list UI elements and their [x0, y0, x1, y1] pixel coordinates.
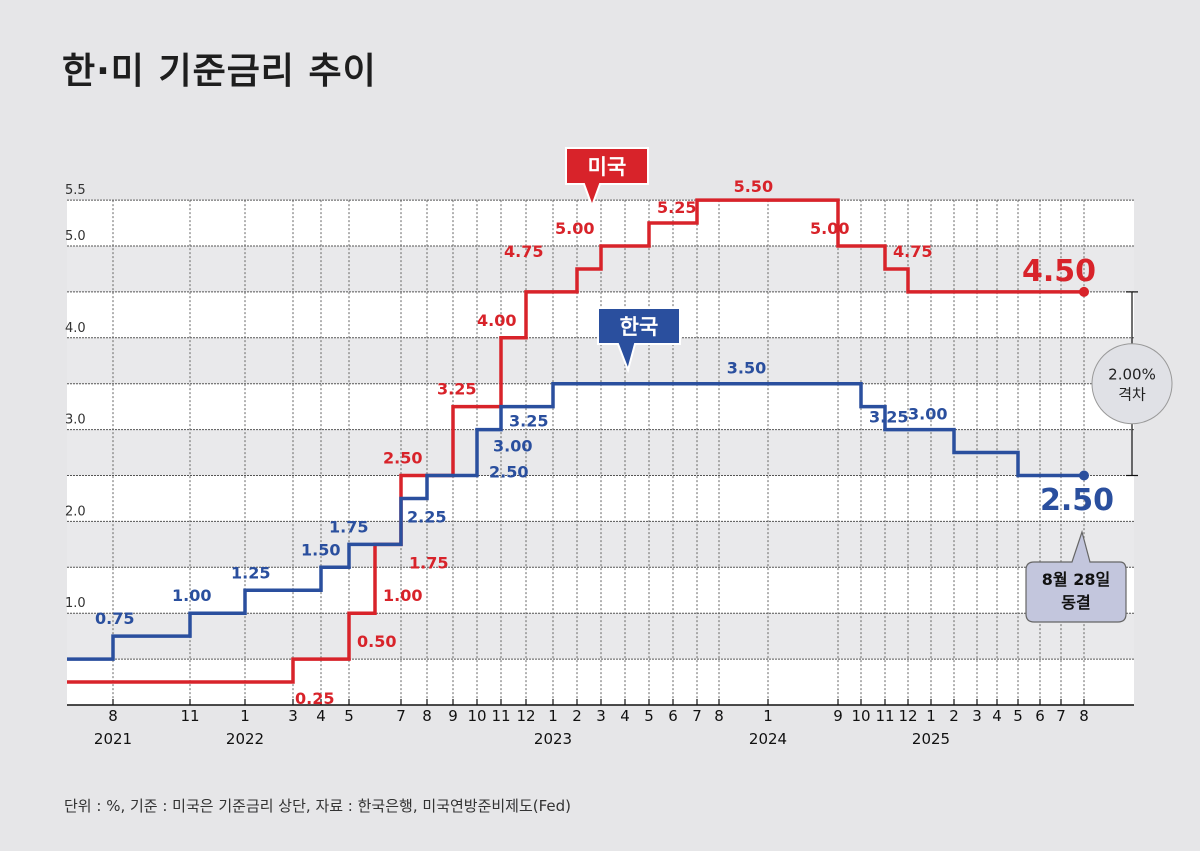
grid-band	[67, 475, 1134, 522]
kr-data-label: 1.25	[231, 563, 270, 582]
x-tick-label: 6	[1035, 707, 1045, 725]
us-data-label: 2.50	[383, 449, 422, 468]
us-rate-line	[67, 198, 1084, 684]
footnote: 단위 : %, 기준 : 미국은 기준금리 상단, 자료 : 한국은행, 미국연…	[64, 797, 572, 815]
kr-data-label: 3.00	[908, 405, 947, 424]
gap-circle	[1091, 343, 1173, 425]
x-tick-label: 1	[240, 707, 250, 725]
x-tick-label: 11	[491, 707, 510, 725]
us-tag-bubble	[565, 147, 649, 209]
gap-value: 2.00%	[1108, 366, 1156, 384]
x-tick-label: 7	[1056, 707, 1066, 725]
kr-data-label: 1.75	[329, 517, 368, 536]
x-tick-label: 7	[396, 707, 406, 725]
x-tick-label: 2	[949, 707, 959, 725]
x-tick-label: 9	[448, 707, 458, 725]
y-tick-label: 1.0	[65, 596, 86, 611]
x-tick-label: 1	[548, 707, 558, 725]
kr-data-label: 3.00	[493, 437, 532, 456]
us-data-label: 5.50	[734, 177, 773, 196]
grid-band	[67, 200, 1134, 246]
x-tick-label: 5	[644, 707, 654, 725]
x-tick-label: 1	[926, 707, 936, 725]
x-tick-label: 8	[422, 707, 432, 725]
grid-band	[67, 383, 1134, 430]
kr-tag-bubble	[597, 307, 681, 374]
kr-data-label: 3.50	[727, 359, 766, 378]
x-tick-label: 5	[1013, 707, 1023, 725]
us-data-label: 5.00	[555, 219, 594, 238]
us-current-rate: 4.50	[1022, 254, 1096, 289]
us-data-label: 1.75	[409, 553, 448, 572]
x-tick-label: 9	[833, 707, 843, 725]
x-tick-label: 3	[288, 707, 298, 725]
x-tick-label: 8	[1079, 707, 1089, 725]
us-data-label: 0.25	[295, 689, 334, 708]
kr-end-point	[1079, 470, 1089, 481]
x-tick-label: 2	[572, 707, 582, 725]
x-tick-label: 12	[516, 707, 535, 725]
kr-current-rate: 2.50	[1040, 483, 1114, 518]
x-tick-label: 11	[875, 707, 894, 725]
x-tick-label: 12	[898, 707, 917, 725]
kr-data-label: 2.25	[407, 507, 446, 526]
us-data-label: 1.00	[383, 586, 422, 605]
y-tick-label: 4.0	[65, 321, 86, 336]
x-tick-label: 4	[316, 707, 326, 725]
us-data-label: 4.75	[504, 242, 543, 261]
kr-data-label: 0.75	[95, 609, 134, 628]
x-tick-label: 4	[620, 707, 630, 725]
note-status: 동결	[1061, 593, 1090, 612]
x-tick-label: 5	[344, 707, 354, 725]
x-tick-label: 1	[763, 707, 773, 725]
us-data-label: 4.00	[477, 311, 516, 330]
note-bubble	[1025, 529, 1127, 623]
us-data-label: 4.75	[893, 242, 932, 261]
kr-data-label: 3.25	[869, 408, 908, 427]
x-tick-label: 10	[851, 707, 870, 725]
us-data-label: 0.50	[357, 632, 396, 651]
x-tick-label: 3	[972, 707, 982, 725]
year-label: 2021	[94, 730, 132, 748]
kr-data-label: 2.50	[489, 463, 528, 482]
x-tick-label: 4	[992, 707, 1002, 725]
x-tick-label: 10	[467, 707, 486, 725]
us-tag-label: 미국	[588, 155, 627, 179]
us-end-point	[1079, 286, 1089, 297]
kr-data-label: 1.00	[172, 586, 211, 605]
kr-data-label: 3.25	[509, 412, 548, 431]
year-label: 2024	[749, 730, 787, 748]
kr-rate-line	[67, 381, 1084, 661]
y-tick-label: 3.0	[65, 413, 86, 428]
us-data-label: 5.25	[657, 198, 696, 217]
x-tick-label: 11	[180, 707, 199, 725]
gap-label: 격차	[1118, 386, 1146, 404]
year-label: 2025	[912, 730, 950, 748]
x-tick-label: 3	[596, 707, 606, 725]
y-tick-label: 5.5	[65, 183, 86, 198]
kr-tag-label: 한국	[620, 315, 659, 339]
note-date: 8월 28일	[1042, 570, 1110, 589]
x-tick-label: 7	[692, 707, 702, 725]
year-label: 2022	[226, 730, 264, 748]
x-tick-label: 6	[668, 707, 678, 725]
kr-data-label: 1.50	[301, 540, 340, 559]
x-tick-label: 8	[714, 707, 724, 725]
year-label: 2023	[534, 730, 572, 748]
y-tick-label: 2.0	[65, 504, 86, 519]
page-title: 한·미 기준금리 추이	[62, 51, 377, 92]
y-tick-label: 5.0	[65, 229, 86, 244]
grid-band	[67, 567, 1134, 614]
us-data-label: 3.25	[437, 380, 476, 399]
us-data-label: 5.00	[810, 219, 849, 238]
x-tick-label: 8	[108, 707, 118, 725]
